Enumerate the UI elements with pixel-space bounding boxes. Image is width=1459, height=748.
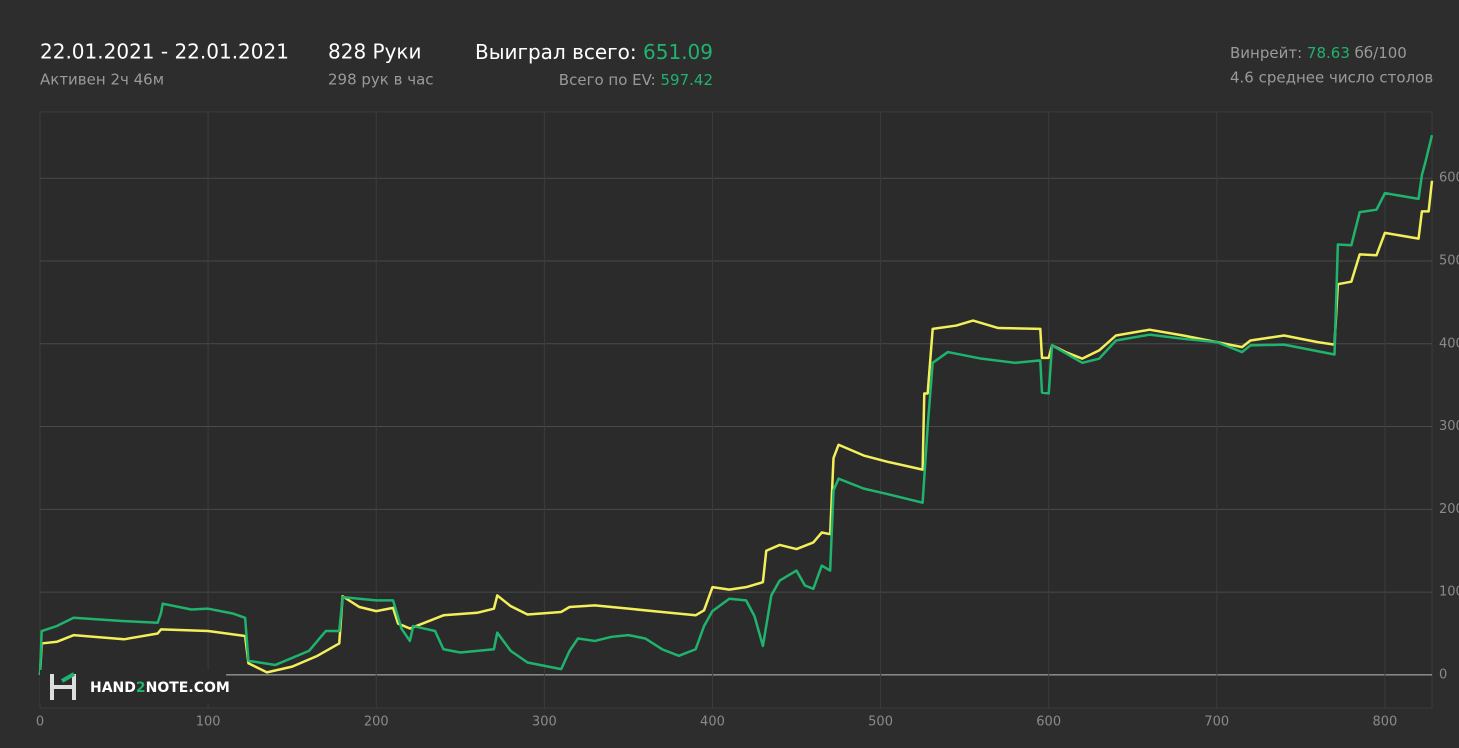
- logo-accent: [60, 672, 76, 683]
- winrate-unit: бб/100: [1355, 44, 1407, 62]
- won-total: Выиграл всего: 651.09: [475, 40, 713, 64]
- won-label: Выиграл всего:: [475, 40, 637, 64]
- logo-part: HAND: [90, 680, 136, 696]
- logo-icon: [50, 674, 76, 700]
- x-tick-label: 200: [364, 715, 389, 730]
- winrate-label: Винрейт:: [1230, 44, 1302, 62]
- logo-part: 2: [136, 680, 146, 696]
- x-tick-label: 400: [700, 715, 725, 730]
- hands-per-hour: 298 рук в час: [328, 71, 434, 89]
- y-tick-label: 300: [1439, 419, 1459, 434]
- x-tick-label: 300: [532, 715, 557, 730]
- y-tick-label: 0: [1439, 667, 1447, 682]
- ev-total: Всего по EV: 597.42: [559, 71, 713, 89]
- series-line: [38, 134, 1434, 675]
- avg-tables: 4.6 среднее число столов: [1230, 69, 1433, 87]
- winrate: Винрейт: 78.63 бб/100: [1230, 44, 1407, 62]
- x-tick-label: 0: [36, 715, 44, 730]
- y-tick-label: 100: [1439, 585, 1459, 600]
- x-tick-label: 500: [868, 715, 893, 730]
- won-value: 651.09: [643, 40, 713, 64]
- winrate-value: 78.63: [1307, 44, 1350, 62]
- logo: HAND2NOTE.COM: [40, 670, 230, 704]
- series-line: [38, 180, 1434, 675]
- y-tick-label: 200: [1439, 502, 1459, 517]
- y-tick-label: 500: [1439, 254, 1459, 269]
- active-time: Активен 2ч 46м: [40, 71, 164, 89]
- x-tick-label: 100: [196, 715, 221, 730]
- x-tick-label: 600: [1036, 715, 1061, 730]
- x-tick-label: 700: [1204, 715, 1229, 730]
- plot-area: [39, 111, 1433, 709]
- logo-text: HAND2NOTE.COM: [90, 680, 230, 696]
- y-tick-label: 600: [1439, 171, 1459, 186]
- date-range: 22.01.2021 - 22.01.2021: [40, 40, 289, 64]
- ev-label: Всего по EV:: [559, 71, 656, 89]
- hands: 828 Руки: [328, 40, 422, 64]
- logo-part: NOTE.COM: [146, 680, 230, 696]
- y-tick-label: 400: [1439, 336, 1459, 351]
- x-tick-label: 800: [1373, 715, 1398, 730]
- plot: 0 100 200 300 400 500 600 0 100 200 300 400 500 600 70…: [36, 111, 1459, 730]
- ev-value: 597.42: [661, 71, 714, 89]
